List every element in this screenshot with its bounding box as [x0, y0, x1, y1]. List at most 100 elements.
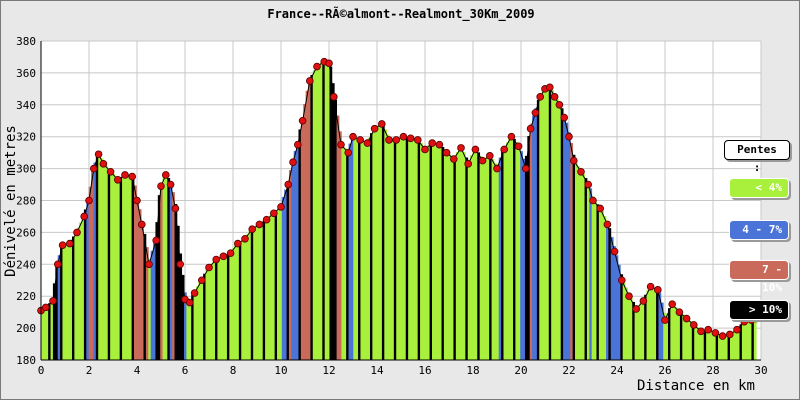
slope-bar: [122, 175, 125, 360]
slope-bar: [117, 178, 121, 360]
slope-bar: [396, 138, 399, 360]
slope-bar: [477, 152, 481, 360]
slope-bar: [55, 265, 59, 360]
slope-bar: [389, 139, 392, 360]
slope-bar: [744, 321, 748, 360]
slope-bar: [622, 282, 626, 360]
slope-bar: [186, 300, 190, 360]
elevation-point: [596, 204, 604, 213]
elevation-point: [198, 276, 206, 285]
slope-bar: [60, 245, 63, 360]
elevation-point: [471, 145, 480, 154]
slope-bar: [718, 334, 721, 360]
slope-bar: [315, 66, 318, 360]
slope-bar: [646, 289, 650, 360]
elevation-point: [49, 297, 57, 305]
elevation-point: [363, 139, 372, 147]
slope-bar: [639, 302, 643, 360]
elevation-point: [171, 204, 180, 213]
elevation-point: [421, 145, 429, 154]
slope-bar: [689, 321, 693, 360]
slope-bar: [584, 178, 588, 360]
slope-bar: [217, 257, 221, 360]
elevation-points: [37, 57, 760, 340]
slope-bar: [241, 239, 245, 360]
slope-bar: [284, 189, 287, 360]
elevation-point: [399, 132, 408, 141]
slope-bar: [594, 201, 597, 360]
elevation-point: [277, 203, 285, 211]
slope-bar: [558, 103, 562, 360]
slope-bar: [248, 231, 252, 360]
slope-bar: [398, 137, 402, 360]
slope-bar: [427, 145, 430, 360]
elevation-point: [344, 148, 353, 157]
x-tick-label: 30: [754, 364, 767, 377]
elevation-point: [485, 152, 494, 160]
x-tick-label: 26: [658, 364, 671, 377]
elevation-point: [190, 289, 199, 297]
slope-bar: [501, 151, 504, 360]
slope-bar: [567, 132, 571, 360]
elevation-point: [80, 212, 88, 221]
slope-bar: [174, 204, 178, 360]
elevation-point: [569, 156, 578, 165]
slope-bar: [579, 169, 583, 360]
elevation-point: [428, 139, 437, 147]
slope-bar: [479, 156, 483, 360]
slope-bar: [172, 192, 175, 360]
slope-bar: [729, 332, 733, 360]
slope-bar: [164, 176, 168, 360]
slope-bar: [107, 168, 111, 360]
slope-bar: [405, 137, 409, 360]
slope-bar: [124, 175, 128, 360]
elevation-point: [284, 180, 293, 189]
slope-bar: [377, 125, 380, 360]
slope-bar: [169, 182, 173, 360]
slope-bar: [198, 282, 202, 360]
slope-bar: [546, 87, 550, 360]
slope-bar: [555, 99, 559, 361]
slope-bar: [653, 287, 657, 360]
x-tick-label: 16: [418, 364, 431, 377]
slope-bar: [265, 218, 268, 360]
elevation-point: [121, 171, 129, 179]
slope-bar: [45, 305, 49, 360]
slope-bar: [133, 185, 137, 360]
y-tick-label: 360: [16, 67, 36, 80]
slope-bar: [613, 246, 616, 360]
elevation-line: [40, 61, 757, 337]
slope-bar: [339, 131, 342, 360]
slope-bar: [343, 147, 347, 360]
elevation-point: [219, 252, 228, 261]
slope-bar: [129, 175, 132, 360]
slope-bar: [620, 274, 624, 360]
elevation-point: [442, 148, 451, 157]
slope-bar: [229, 251, 233, 360]
elevation-point: [313, 62, 321, 71]
elevation-point: [406, 134, 415, 143]
slope-bar: [57, 255, 61, 360]
elevation-point: [526, 124, 535, 133]
slope-bar: [606, 221, 609, 360]
slope-bar: [517, 145, 521, 360]
slope-bar: [300, 117, 304, 360]
slope-bar: [236, 242, 240, 360]
y-tick-label: 340: [16, 99, 36, 112]
slope-bar: [219, 256, 223, 360]
elevation-point: [262, 215, 271, 224]
slope-bar: [110, 171, 113, 360]
elevation-point: [176, 260, 185, 269]
slope-bar: [515, 142, 519, 360]
slope-bar: [279, 204, 283, 360]
slope-bar: [505, 142, 509, 360]
slope-bar: [384, 129, 388, 360]
slope-bar: [446, 152, 450, 360]
slope-bar: [255, 225, 259, 360]
slope-bar: [112, 173, 116, 360]
slope-bar: [534, 107, 538, 360]
y-tick-label: 240: [16, 258, 36, 271]
elevation-point: [128, 172, 136, 181]
slope-bar: [210, 263, 214, 360]
elevation-point: [500, 145, 509, 154]
